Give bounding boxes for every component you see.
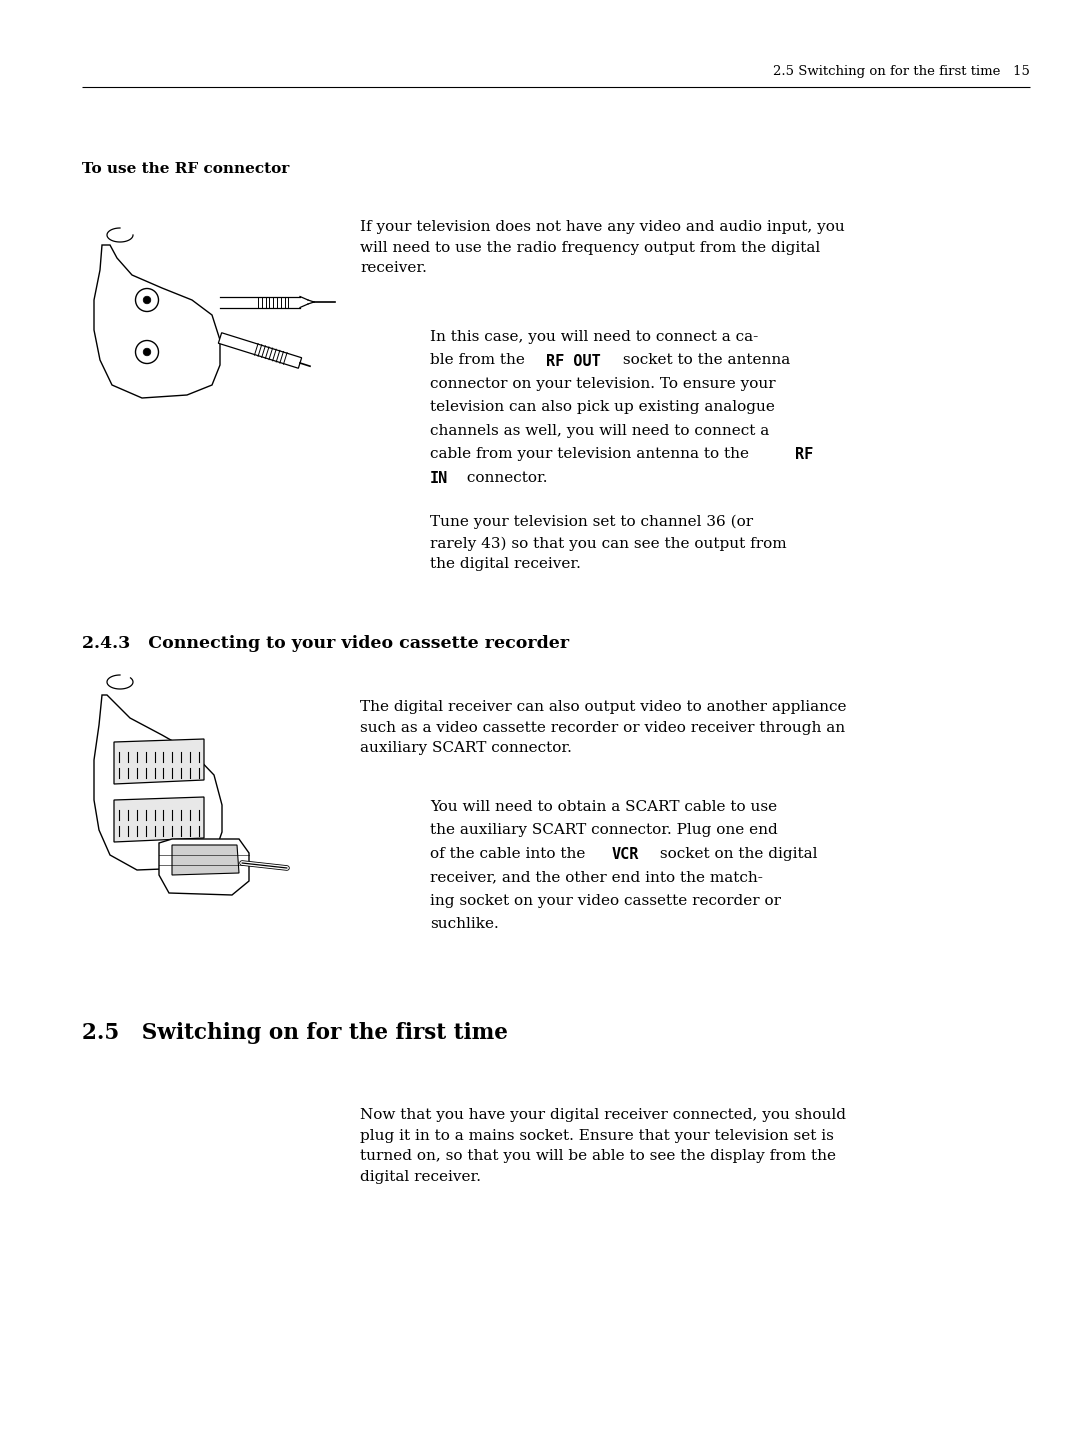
Text: You will need to obtain a SCART cable to use: You will need to obtain a SCART cable to… xyxy=(430,800,778,814)
Polygon shape xyxy=(114,740,204,784)
Text: channels as well, you will need to connect a: channels as well, you will need to conne… xyxy=(430,425,769,437)
Text: RF OUT: RF OUT xyxy=(545,354,600,368)
Polygon shape xyxy=(159,839,249,895)
Text: television can also pick up existing analogue: television can also pick up existing ana… xyxy=(430,400,774,414)
Text: cable from your television antenna to the: cable from your television antenna to th… xyxy=(430,448,754,462)
Text: receiver, and the other end into the match-: receiver, and the other end into the mat… xyxy=(430,871,762,885)
Text: IN: IN xyxy=(430,471,448,486)
Text: The digital receiver can also output video to another appliance
such as a video : The digital receiver can also output vid… xyxy=(360,699,847,755)
Text: socket on the digital: socket on the digital xyxy=(654,848,818,861)
Text: ble from the: ble from the xyxy=(430,354,530,367)
Text: 2.4.3   Connecting to your video cassette recorder: 2.4.3 Connecting to your video cassette … xyxy=(82,635,569,652)
Polygon shape xyxy=(218,332,301,368)
Text: ing socket on your video cassette recorder or: ing socket on your video cassette record… xyxy=(430,894,781,908)
Text: the auxiliary SCART connector. Plug one end: the auxiliary SCART connector. Plug one … xyxy=(430,823,778,837)
Text: of the cable into the: of the cable into the xyxy=(430,848,591,861)
Text: Tune your television set to channel 36 (or
rarely 43) so that you can see the ou: Tune your television set to channel 36 (… xyxy=(430,515,786,571)
Polygon shape xyxy=(172,845,239,875)
Text: RF: RF xyxy=(795,448,813,462)
Text: VCR: VCR xyxy=(612,848,639,862)
Text: If your television does not have any video and audio input, you
will need to use: If your television does not have any vid… xyxy=(360,220,845,275)
Text: Now that you have your digital receiver connected, you should
plug it in to a ma: Now that you have your digital receiver … xyxy=(360,1108,846,1184)
Text: connector on your television. To ensure your: connector on your television. To ensure … xyxy=(430,377,775,391)
Text: connector.: connector. xyxy=(461,471,546,485)
Polygon shape xyxy=(94,245,220,399)
Circle shape xyxy=(135,288,159,311)
Text: To use the RF connector: To use the RF connector xyxy=(82,163,289,176)
Circle shape xyxy=(135,341,159,364)
Text: In this case, you will need to connect a ca-: In this case, you will need to connect a… xyxy=(430,330,758,344)
Text: socket to the antenna: socket to the antenna xyxy=(618,354,789,367)
Circle shape xyxy=(144,348,151,355)
Text: suchlike.: suchlike. xyxy=(430,918,499,931)
Polygon shape xyxy=(114,797,204,842)
Circle shape xyxy=(144,296,151,304)
Text: 2.5 Switching on for the first time   15: 2.5 Switching on for the first time 15 xyxy=(773,65,1030,78)
Polygon shape xyxy=(94,695,222,871)
Text: 2.5   Switching on for the first time: 2.5 Switching on for the first time xyxy=(82,1022,508,1045)
